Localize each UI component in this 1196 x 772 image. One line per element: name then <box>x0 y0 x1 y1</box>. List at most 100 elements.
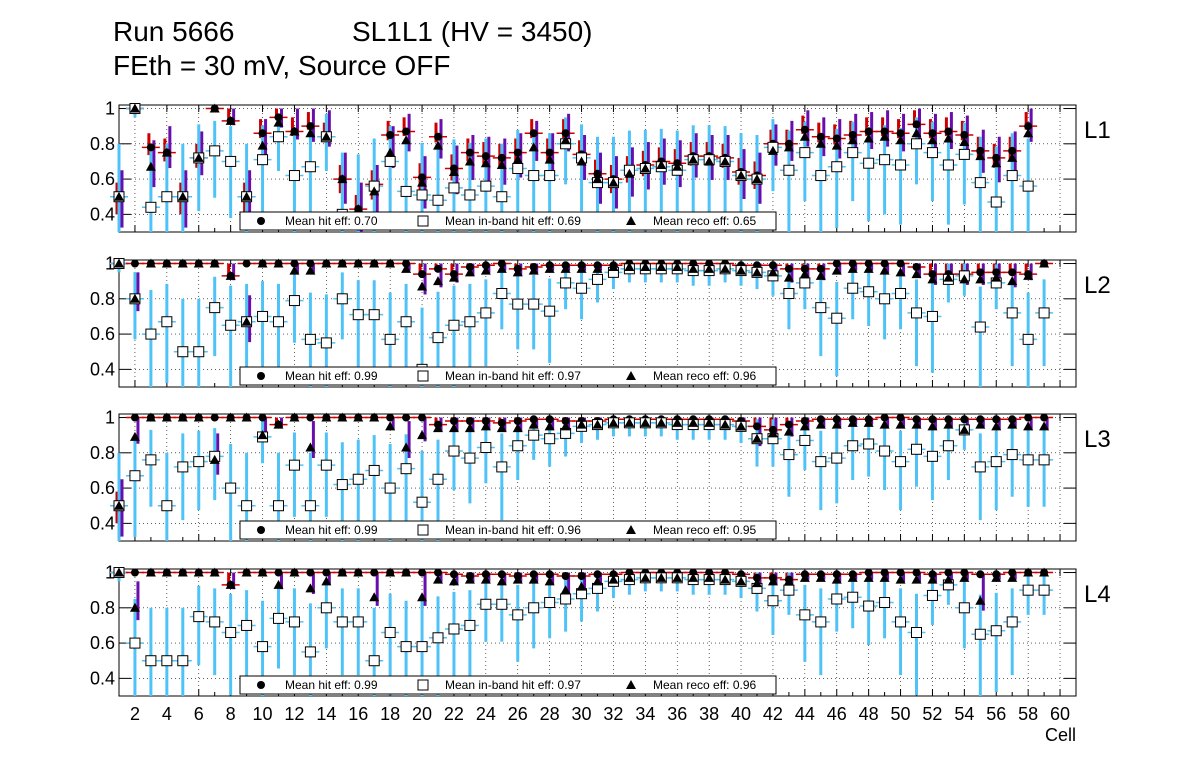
reco-eff-point <box>528 574 539 584</box>
inband-eff-point <box>384 627 396 638</box>
legend-inband-marker <box>417 215 429 227</box>
reco-eff-point <box>767 267 778 277</box>
inband-eff-point <box>512 609 524 621</box>
inband-eff-point <box>352 616 364 628</box>
reco-eff-point <box>608 417 619 427</box>
hit-eff-point <box>146 143 155 152</box>
reco-eff-point <box>752 267 762 277</box>
inband-eff-point <box>831 312 843 324</box>
reco-eff-point <box>959 137 970 147</box>
legend-box <box>239 520 777 540</box>
legend-hit-marker <box>257 372 265 380</box>
reco-eff-point <box>704 417 715 427</box>
hit-eff-point <box>880 127 889 136</box>
legend-inband-label: Mean in-band hit eff: 0.69 <box>445 214 581 228</box>
hit-eff-point <box>402 413 411 422</box>
legend-inband-label: Mean in-band hit eff: 0.97 <box>445 678 581 692</box>
inband-eff-point <box>241 500 253 512</box>
inband-eff-point <box>448 182 460 194</box>
reco-eff-point <box>273 258 284 268</box>
inband-eff-point <box>847 591 859 603</box>
inband-eff-point <box>895 616 907 628</box>
reco-eff-point <box>592 263 603 273</box>
reco-eff-point <box>927 574 938 584</box>
y-tick-label: 0.6 <box>90 633 115 653</box>
reco-eff-point <box>209 103 220 113</box>
hit-eff-point <box>513 148 522 157</box>
inband-eff-point <box>480 180 492 192</box>
reco-eff-point <box>305 583 316 593</box>
reco-eff-point <box>624 572 635 582</box>
inband-eff-point <box>879 597 891 609</box>
hit-eff-point <box>960 415 969 424</box>
reco-eff-point <box>752 433 762 443</box>
reco-eff-point <box>209 454 220 464</box>
reco-eff-point <box>560 585 571 595</box>
reco-eff-point <box>433 574 443 584</box>
inband-eff-point <box>879 445 891 457</box>
reco-eff-point <box>911 128 922 138</box>
hit-eff-point <box>880 568 889 577</box>
reco-eff-point <box>369 592 380 602</box>
reco-eff-point <box>815 419 826 429</box>
hit-eff-point <box>753 422 761 431</box>
x-tick-label: 52 <box>922 704 942 724</box>
reco-eff-point <box>337 412 348 422</box>
reco-eff-point <box>512 267 523 277</box>
reco-eff-point <box>656 417 667 427</box>
reco-eff-point <box>480 574 491 584</box>
reco-eff-point <box>417 177 428 187</box>
reco-eff-point <box>927 274 938 284</box>
reco-eff-point <box>273 117 284 127</box>
reco-eff-point <box>895 574 906 584</box>
hit-eff-point <box>274 113 283 122</box>
reco-eff-point <box>688 154 699 164</box>
hit-eff-point <box>944 127 953 136</box>
reco-eff-point <box>528 265 539 275</box>
x-tick-label: 34 <box>635 704 655 724</box>
inband-eff-point <box>528 298 540 310</box>
reco-eff-point <box>991 272 1002 282</box>
inband-eff-point <box>320 337 332 349</box>
hit-eff-point <box>449 570 458 579</box>
hit-eff-point <box>434 264 442 273</box>
hit-eff-point <box>465 148 474 157</box>
reco-eff-point <box>847 263 858 273</box>
legend-reco-label: Mean reco eff: 0.96 <box>653 678 757 692</box>
inband-eff-point <box>384 482 396 494</box>
hit-eff-point <box>864 127 873 136</box>
reco-eff-point <box>289 412 300 422</box>
reco-eff-point <box>879 572 890 582</box>
reco-eff-point <box>161 567 172 577</box>
inband-eff-point <box>464 619 476 631</box>
hit-eff-point <box>593 169 602 178</box>
inband-eff-point <box>416 496 428 508</box>
inband-eff-point <box>161 500 173 512</box>
x-tick-label: 28 <box>540 704 560 724</box>
reco-eff-point <box>177 258 188 268</box>
inband-eff-point <box>1006 170 1018 182</box>
hit-eff-point <box>386 413 395 422</box>
inband-eff-point <box>1038 307 1050 319</box>
reco-eff-point <box>943 133 954 143</box>
hit-eff-point <box>290 259 299 268</box>
x-tick-label: 24 <box>476 704 496 724</box>
inband-eff-point <box>352 309 364 321</box>
reco-eff-point <box>305 265 316 275</box>
reco-eff-point <box>736 265 747 275</box>
reco-eff-point <box>433 423 443 433</box>
hit-eff-point <box>896 568 905 577</box>
reco-eff-point <box>847 135 858 145</box>
legend-reco-marker <box>626 680 636 689</box>
reco-eff-point <box>1007 152 1018 162</box>
reco-eff-point <box>448 423 459 433</box>
reco-eff-point <box>257 258 268 268</box>
reco-eff-point <box>193 152 204 162</box>
hit-eff-point <box>418 270 427 279</box>
reco-eff-point <box>353 204 364 214</box>
x-tick-label: 38 <box>699 704 719 724</box>
hit-eff-point <box>497 153 506 162</box>
reco-eff-point <box>688 572 699 582</box>
reco-eff-point <box>480 158 491 168</box>
inband-eff-point <box>799 277 811 289</box>
